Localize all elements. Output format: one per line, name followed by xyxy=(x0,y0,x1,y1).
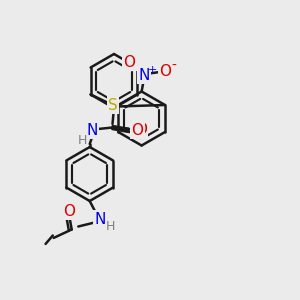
Text: O: O xyxy=(131,123,143,138)
Text: N: N xyxy=(138,68,150,82)
Text: O: O xyxy=(63,204,75,219)
Text: N: N xyxy=(94,212,106,226)
Text: +: + xyxy=(148,64,157,75)
Text: O: O xyxy=(124,55,136,70)
Text: H: H xyxy=(78,134,87,147)
Text: O: O xyxy=(135,122,147,136)
Text: S: S xyxy=(108,98,118,112)
Text: H: H xyxy=(106,220,116,233)
Text: O: O xyxy=(160,64,172,79)
Text: -: - xyxy=(172,59,176,73)
Text: N: N xyxy=(86,123,98,138)
